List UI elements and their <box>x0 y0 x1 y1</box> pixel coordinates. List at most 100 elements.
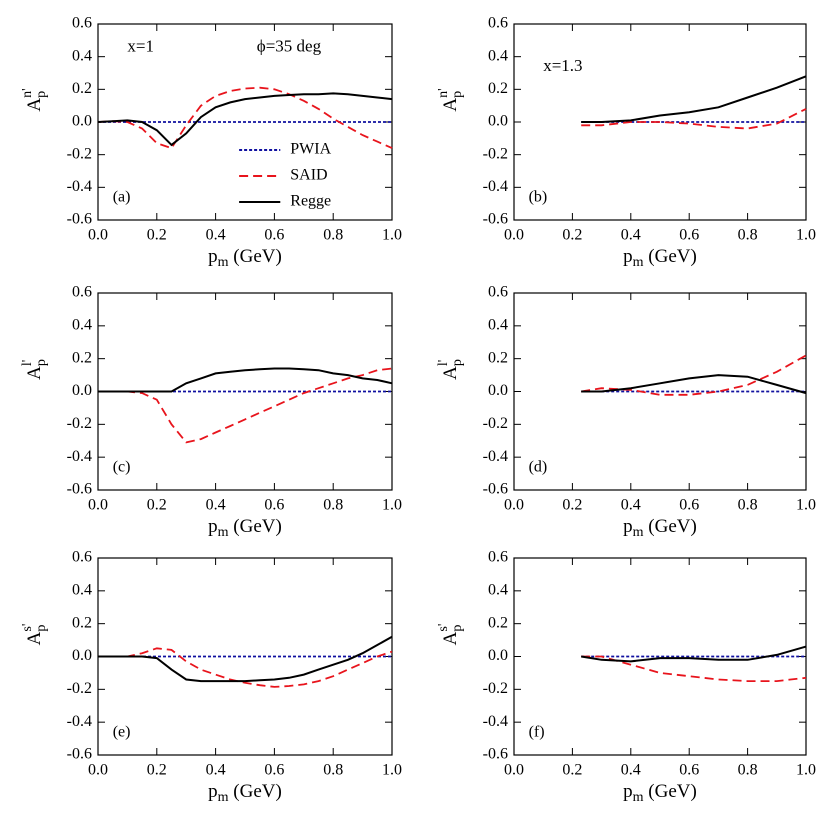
y-tick-label: 0.0 <box>488 382 508 399</box>
y-tick-label: -0.6 <box>483 211 508 228</box>
x-label-base: p <box>623 246 633 267</box>
y-tick-label: -0.4 <box>483 713 508 730</box>
y-label-base: A <box>440 366 461 380</box>
legend: PWIA SAID Regge <box>239 141 332 210</box>
x-tick-label: 1.0 <box>382 227 402 244</box>
x-tick-label: 0.4 <box>206 497 226 514</box>
x-label-rest: (GeV) <box>229 781 282 802</box>
y-label-sub: p <box>34 91 49 98</box>
x-tick-label: 0.2 <box>562 227 582 244</box>
x-tick-label: 0.6 <box>264 227 284 244</box>
y-tick-label: -0.2 <box>483 415 508 432</box>
y-label-sup: s' <box>436 624 451 632</box>
x-tick-label: 0.0 <box>88 762 108 779</box>
y-axis-label: Apl' <box>20 359 49 380</box>
x-axis-label: pm (GeV) <box>208 781 282 805</box>
y-tick-label: 0.0 <box>72 113 92 130</box>
x-label-base: p <box>208 781 218 802</box>
x-label-base: p <box>208 516 218 537</box>
x-axis-label: pm (GeV) <box>623 246 697 270</box>
y-tick-label: 0.2 <box>72 80 92 97</box>
y-axis-label: Apn' <box>436 88 465 111</box>
y-tick-label: 0.4 <box>488 317 508 334</box>
y-label-base: A <box>440 98 461 112</box>
panel: -0.6 -0.4 -0.2 0.0 0.2 0.4 0.6 0.0 0.2 0.4 0.6 0.8 1… <box>436 549 816 806</box>
x-label-rest: (GeV) <box>229 516 282 537</box>
x-axis-label: pm (GeV) <box>208 246 282 270</box>
x-tick-label: 0.2 <box>562 497 582 514</box>
panel: -0.6 -0.4 -0.2 0.0 0.2 0.4 0.6 0.0 0.2 0.4 0.6 0.8 1… <box>20 15 402 271</box>
x-tick-label: 0.4 <box>621 762 641 779</box>
y-tick-label: 0.4 <box>72 317 92 334</box>
x-label-base: p <box>623 516 633 537</box>
x-tick-label: 1.0 <box>796 227 816 244</box>
x-axis-label: pm (GeV) <box>208 516 282 540</box>
panel-label: (c) <box>113 459 131 476</box>
x-tick-label: 0.6 <box>679 497 699 514</box>
y-label-sup: l' <box>436 360 451 366</box>
annotation: x=1 <box>127 36 154 55</box>
y-label-sup: n' <box>436 88 451 98</box>
y-tick-label: -0.6 <box>67 211 92 228</box>
y-tick-label: 0.6 <box>488 549 508 566</box>
x-label-base: p <box>208 246 218 267</box>
series-line <box>581 108 807 130</box>
y-tick-label: 0.6 <box>72 15 92 32</box>
x-label-sub: m <box>633 525 644 540</box>
y-label-sub: p <box>34 625 49 632</box>
x-label-sub: m <box>633 255 644 270</box>
y-tick-label: -0.6 <box>67 746 92 763</box>
legend-label: PWIA <box>290 141 331 158</box>
x-tick-label: 1.0 <box>382 497 402 514</box>
x-tick-label: 0.6 <box>679 227 699 244</box>
y-tick-label: -0.2 <box>483 145 508 162</box>
y-axis-label: Apn' <box>20 88 49 111</box>
series-line <box>97 92 393 147</box>
panel: -0.6 -0.4 -0.2 0.0 0.2 0.4 0.6 0.0 0.2 0.4 0.6 0.8 1… <box>20 284 402 541</box>
series-line <box>97 86 393 150</box>
panel: -0.6 -0.4 -0.2 0.0 0.2 0.4 0.6 0.0 0.2 0.4 0.6 0.8 1… <box>436 15 816 271</box>
x-tick-label: 1.0 <box>382 762 402 779</box>
x-label-sub: m <box>218 255 229 270</box>
x-tick-label: 0.8 <box>323 497 343 514</box>
x-tick-label: 0.0 <box>88 497 108 514</box>
y-tick-label: 0.0 <box>72 647 92 664</box>
x-axis-label: pm (GeV) <box>623 516 697 540</box>
y-tick-label: -0.6 <box>67 481 92 498</box>
y-tick-label: 0.0 <box>72 382 92 399</box>
series-line <box>98 635 393 683</box>
legend-label: SAID <box>290 167 327 184</box>
y-label-base: A <box>24 366 45 380</box>
series-line <box>98 647 393 688</box>
y-axis-label: Aps' <box>436 624 465 646</box>
x-tick-label: 0.8 <box>323 762 343 779</box>
x-tick-label: 0.0 <box>504 227 524 244</box>
y-tick-label: 0.4 <box>488 582 508 599</box>
x-tick-label: 0.8 <box>738 497 758 514</box>
x-tick-label: 0.6 <box>679 762 699 779</box>
y-tick-label: -0.6 <box>483 481 508 498</box>
x-tick-label: 0.4 <box>206 762 226 779</box>
x-tick-label: 0.6 <box>264 762 284 779</box>
x-tick-label: 0.0 <box>504 762 524 779</box>
y-tick-label: 0.2 <box>72 614 92 631</box>
y-label-base: A <box>24 631 45 645</box>
x-tick-label: 0.0 <box>504 497 524 514</box>
y-label-sub: p <box>450 625 465 632</box>
series-line <box>581 354 807 396</box>
legend-label: Regge <box>290 193 331 210</box>
series-line <box>581 374 807 395</box>
y-tick-label: 0.2 <box>488 349 508 366</box>
y-tick-label: -0.2 <box>67 680 92 697</box>
annotation: x=1.3 <box>543 56 582 75</box>
x-tick-label: 0.2 <box>562 762 582 779</box>
y-tick-label: 0.0 <box>488 647 508 664</box>
panel-label: (e) <box>113 724 131 741</box>
panel-label: (f) <box>529 724 545 741</box>
series-line <box>98 367 393 444</box>
y-axis-label: Apl' <box>436 359 465 380</box>
y-label-sub: p <box>34 359 49 366</box>
x-tick-label: 0.8 <box>738 227 758 244</box>
x-axis-label: pm (GeV) <box>623 781 697 805</box>
